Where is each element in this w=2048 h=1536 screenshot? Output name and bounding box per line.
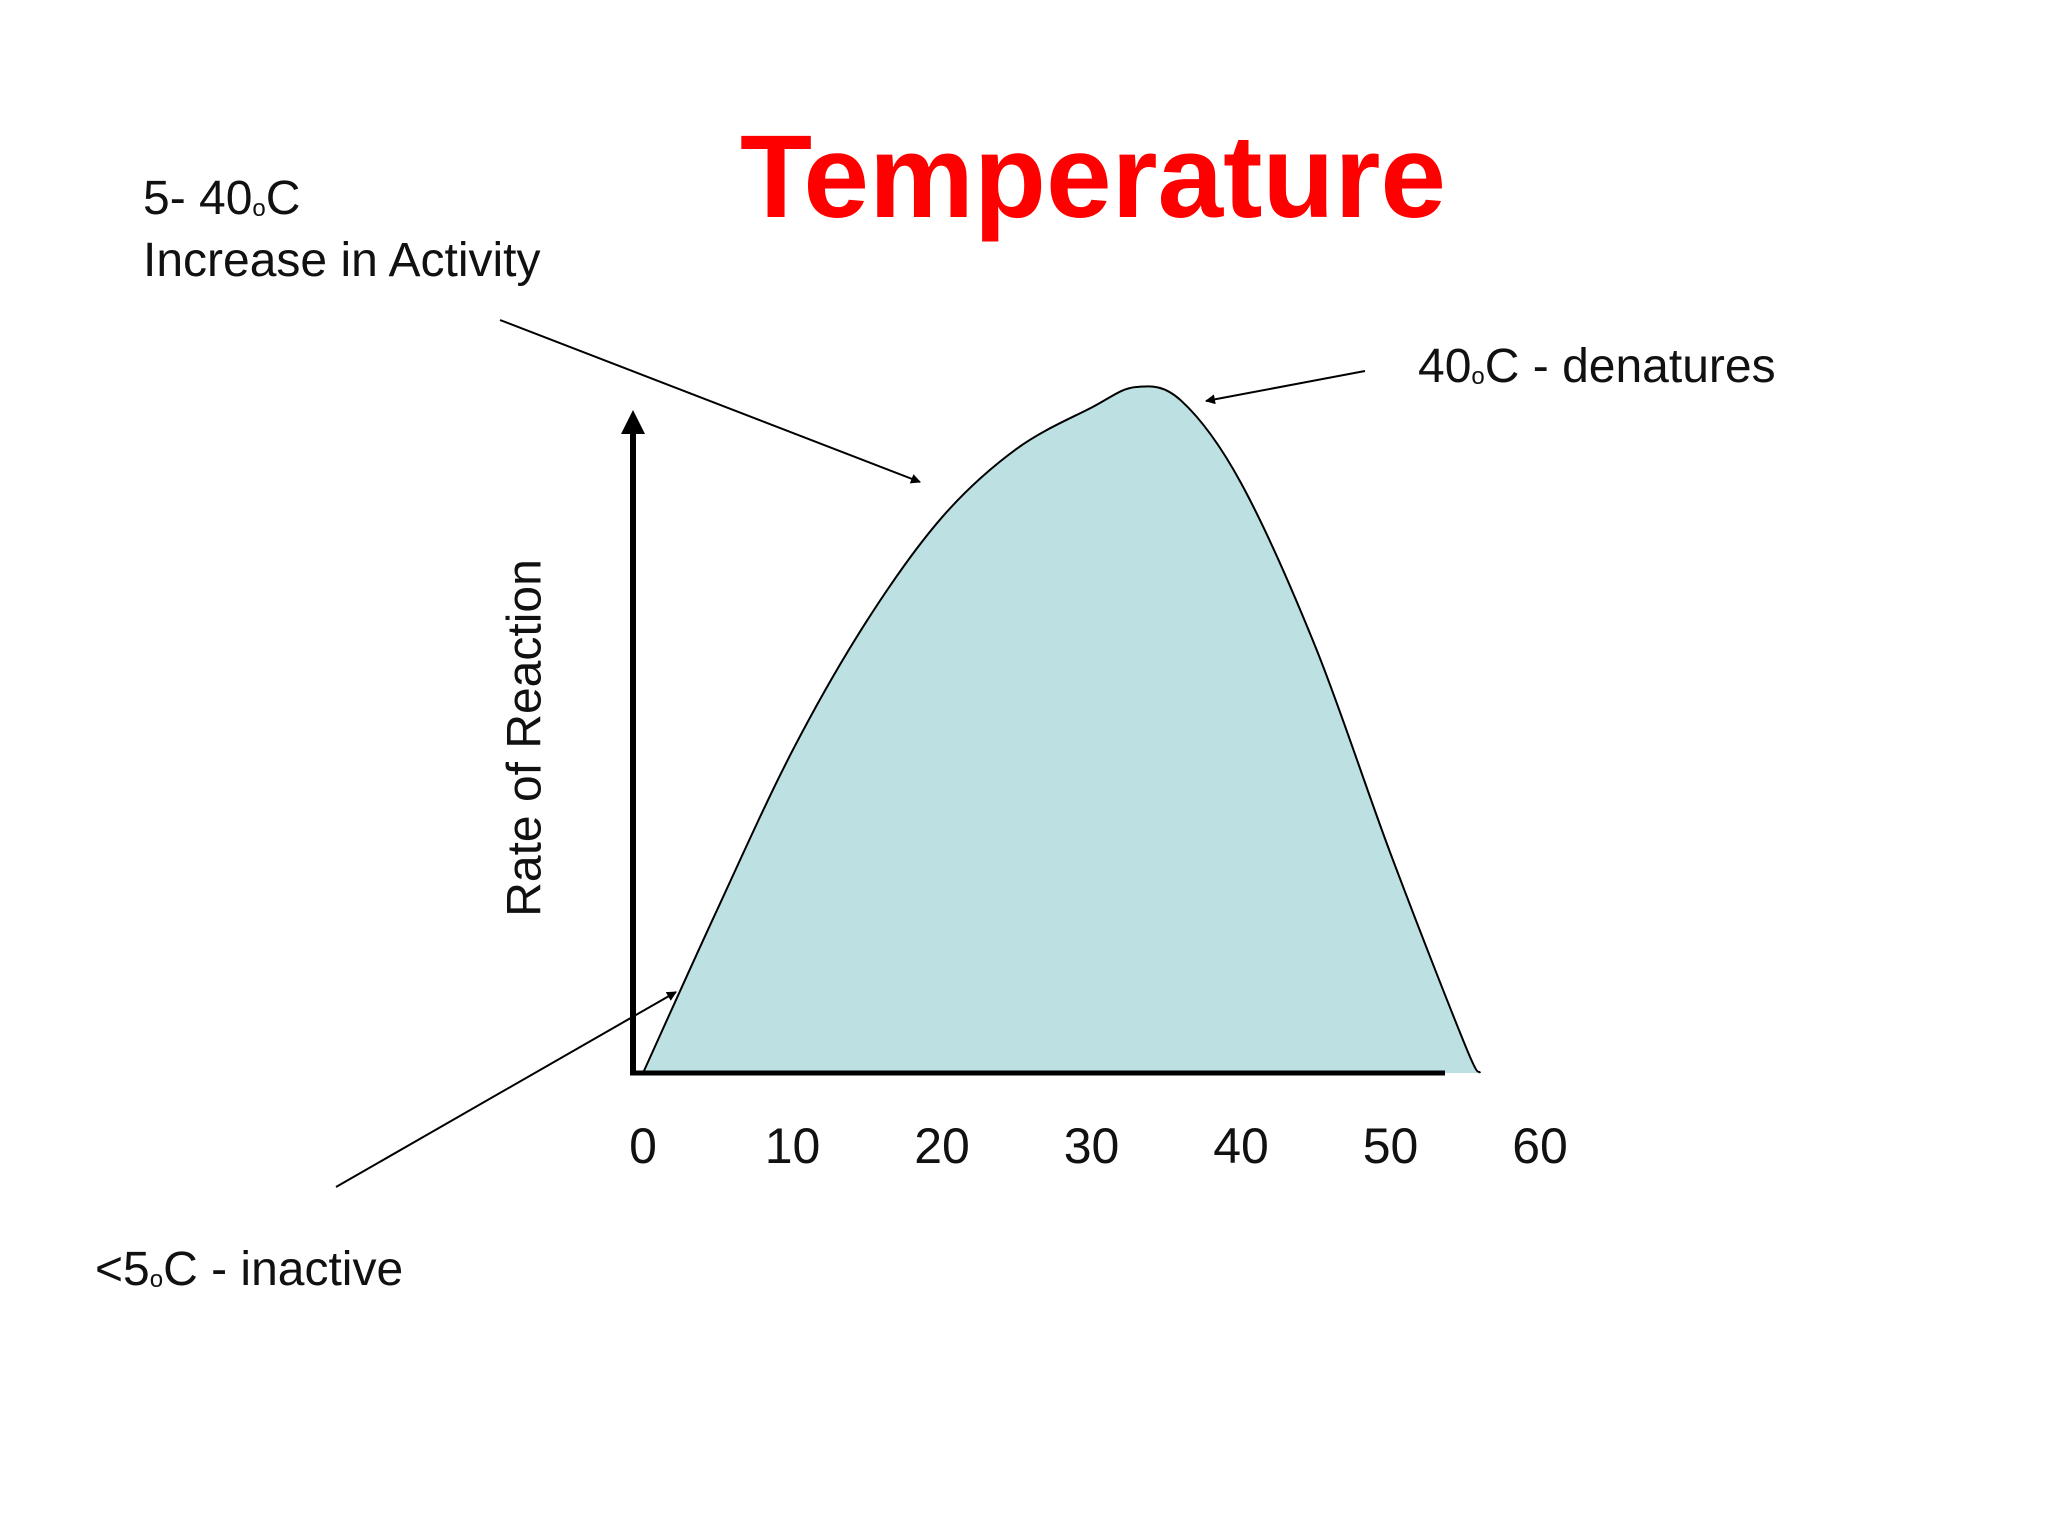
x-tick-label-20: 20 [914, 1118, 970, 1174]
annotation-inactive-value: <5 [95, 1243, 150, 1296]
annotation-increase-activity: 5- 40oC Increase in Activity [143, 168, 541, 293]
annotation-increase-range: 5- 40oC [143, 168, 541, 230]
arrow-inactive [335, 991, 677, 1188]
annotation-denatures-value: 40 [1418, 340, 1472, 393]
annotation-denatures: 40oC - denatures [1418, 336, 1776, 398]
annotation-increase-range-unit: C [265, 172, 301, 225]
annotation-increase-text: Increase in Activity [143, 234, 541, 288]
slide-title: Temperature [740, 111, 1447, 243]
degree-symbol: o [252, 195, 266, 222]
x-tick-label-30: 30 [1064, 1118, 1120, 1174]
rate-curve-line [642, 385, 1482, 1074]
degree-symbol: o [1471, 363, 1485, 390]
arrow-denatures [1205, 370, 1366, 405]
x-tick-label-10: 10 [765, 1118, 821, 1174]
annotation-increase-range-value: 5- 40 [143, 172, 253, 225]
x-tick-label-60: 60 [1512, 1118, 1568, 1174]
annotation-denatures-text: C - denatures [1484, 340, 1776, 393]
rate-area-fill [643, 386, 1481, 1073]
x-tick-label-0: 0 [629, 1118, 657, 1174]
degree-symbol: o [149, 1266, 164, 1293]
annotation-inactive-text: C - inactive [163, 1243, 404, 1296]
annotation-inactive: <5oC - inactive [95, 1239, 403, 1301]
x-tick-labels: 0 10 20 30 40 50 60 [629, 1118, 1568, 1174]
arrow-increase-activity [499, 319, 921, 484]
x-tick-label-50: 50 [1363, 1118, 1419, 1174]
x-tick-label-40: 40 [1213, 1118, 1269, 1174]
